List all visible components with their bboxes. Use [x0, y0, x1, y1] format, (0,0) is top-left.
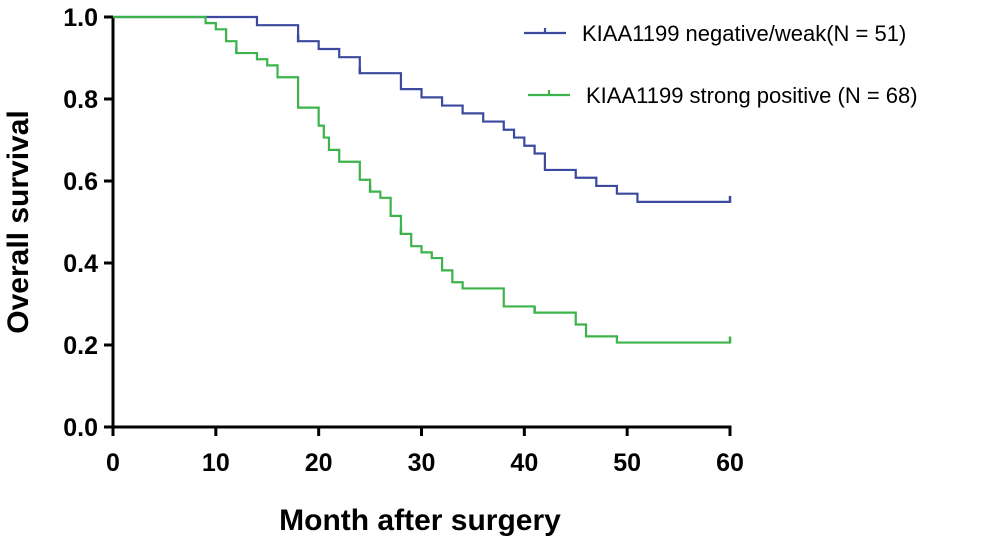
x-axis-title: Month after surgery	[279, 504, 561, 537]
x-tick-label: 30	[408, 449, 436, 477]
axes: 0 10 20 30 40 50 60 0.0 0.2 0.4 0.6 0.8 1.0	[63, 4, 744, 477]
y-tick-label: 0.0	[63, 414, 98, 442]
x-tick-label: 60	[716, 449, 744, 477]
y-tick-label: 0.2	[63, 332, 98, 360]
y-tick-label: 0.6	[63, 168, 98, 196]
series-layer	[113, 15, 732, 344]
x-tick-label: 0	[106, 449, 120, 477]
series-line-strong-positive	[113, 15, 730, 344]
legend-label-strong-positive: KIAA1199 strong positive (N = 68)	[586, 83, 918, 108]
series-line-negative-weak	[113, 15, 730, 204]
x-tick-label: 40	[510, 449, 538, 477]
y-axis-title: Overall survival	[2, 110, 35, 333]
legend-item-strong-positive: KIAA1199 strong positive (N = 68)	[528, 83, 918, 108]
x-tick-label: 50	[613, 449, 641, 477]
y-ticks: 0.0 0.2 0.4 0.6 0.8 1.0	[63, 4, 113, 442]
x-tick-label: 10	[202, 449, 230, 477]
y-tick-label: 0.8	[63, 86, 98, 114]
legend: KIAA1199 negative/weak(N = 51) KIAA1199 …	[524, 21, 918, 108]
legend-label-negative-weak: KIAA1199 negative/weak(N = 51)	[582, 21, 906, 46]
x-ticks: 0 10 20 30 40 50 60	[106, 427, 744, 477]
y-tick-label: 0.4	[63, 250, 98, 278]
x-tick-label: 20	[305, 449, 333, 477]
y-tick-label: 1.0	[63, 4, 98, 32]
legend-item-negative-weak: KIAA1199 negative/weak(N = 51)	[524, 21, 906, 46]
